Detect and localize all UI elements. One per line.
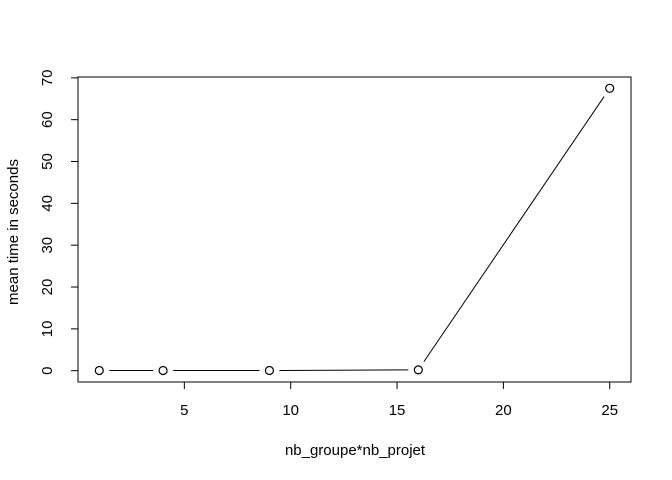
series-segment (279, 369, 409, 371)
x-tick-label: 25 (601, 402, 618, 419)
data-point (605, 83, 615, 93)
series-marks (94, 83, 615, 376)
y-tick-label: 50 (39, 153, 56, 170)
plot-frame (77, 76, 632, 383)
y-tick-label: 0 (39, 367, 56, 375)
x-tick-label: 5 (180, 402, 188, 419)
data-point (264, 365, 275, 376)
y-tick-label: 60 (39, 111, 56, 128)
series-segment (423, 96, 605, 362)
data-point (413, 365, 423, 375)
y-axis-title: mean time in seconds (5, 159, 22, 305)
data-point (94, 365, 104, 376)
y-tick-label: 20 (39, 279, 56, 296)
y-tick-label: 30 (39, 237, 56, 254)
y-tick-label: 70 (39, 69, 56, 86)
y-tick-label: 10 (39, 321, 56, 338)
axes: 5 10 15 20 25 0 10 20 30 40 50 60 70 (39, 69, 632, 419)
y-tick-label: 40 (39, 195, 56, 212)
data-point (158, 365, 168, 376)
x-axis-title: nb_groupe*nb_projet (285, 442, 426, 459)
x-tick-label: 15 (389, 402, 406, 419)
x-tick-label: 20 (495, 402, 512, 419)
x-tick-label: 10 (282, 402, 299, 419)
